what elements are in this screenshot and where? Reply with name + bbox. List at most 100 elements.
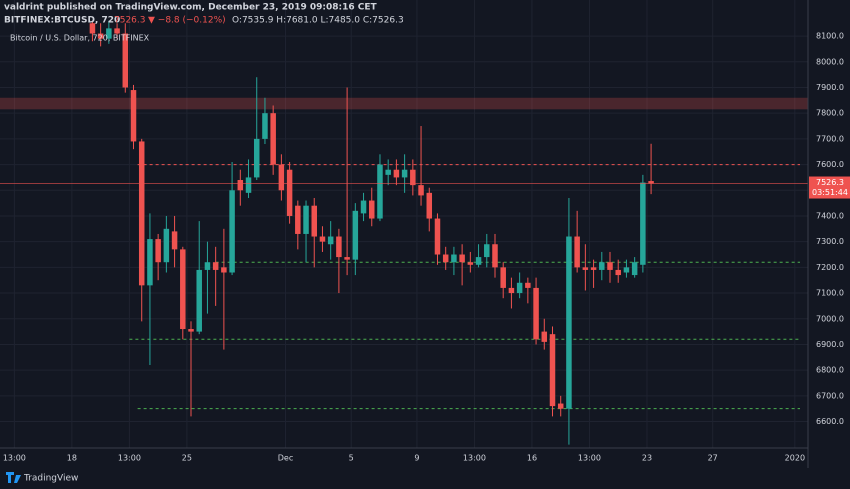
y-tick-label: 7800.0 [816, 109, 844, 118]
candle-body [262, 113, 268, 139]
y-tick-label: 6600.0 [816, 417, 844, 426]
change: ▼ −8.8 (−0.12%) [148, 16, 226, 26]
candle-body [475, 257, 482, 265]
footer [0, 468, 850, 489]
countdown: 03:51:44 [812, 188, 848, 197]
candle-body [319, 236, 326, 242]
candle-body [114, 28, 120, 34]
candle-body [180, 249, 186, 330]
x-tick-label: Dec [278, 454, 293, 463]
candle-body [582, 267, 589, 270]
candle-body [122, 33, 129, 88]
candle-body [385, 169, 391, 175]
x-tick-label: 27 [708, 454, 718, 463]
candle-body [557, 403, 564, 409]
x-tick-label: 13:00 [3, 454, 26, 463]
ohlc: O:7535.9 H:7681.0 L:7485.0 C:7526.3 [232, 16, 404, 26]
candle-body [648, 181, 654, 184]
candle-body [303, 205, 309, 234]
y-tick-label: 6700.0 [816, 391, 844, 400]
candle-body [221, 267, 227, 273]
candle-body [533, 287, 539, 340]
candle-body [237, 179, 244, 191]
y-tick-label: 7000.0 [816, 314, 844, 323]
y-tick-label: 6900.0 [816, 340, 844, 349]
y-tick-label: 7700.0 [816, 134, 844, 143]
chart-title: Bitcoin / U.S. Dollar, 720, BITFINEX [10, 34, 150, 43]
candle-body [607, 262, 613, 270]
symbol: BITFINEX:BTCUSD, 720 [4, 16, 120, 26]
candle-body [163, 228, 170, 263]
candle-body [204, 262, 211, 270]
candle-body [500, 267, 506, 288]
candle-body [549, 334, 556, 407]
candle-body [484, 244, 490, 258]
candle-body [467, 262, 474, 265]
candle-body [212, 262, 219, 270]
candle-body [410, 169, 416, 186]
candle-body [566, 236, 572, 409]
candle-body [97, 33, 104, 39]
candle-body [229, 190, 235, 273]
x-tick-label: 16 [527, 454, 537, 463]
candle-body [360, 200, 367, 214]
price-tag [809, 176, 850, 199]
y-tick-label: 7200.0 [816, 263, 844, 272]
candle-body [434, 218, 441, 255]
candle-body [89, 23, 96, 34]
candle-body [311, 205, 317, 237]
candle-body [286, 169, 293, 216]
y-tick-label: 8000.0 [816, 57, 844, 66]
candle-body [171, 231, 178, 250]
x-tick-label: 18 [67, 454, 77, 463]
x-tick-label: 23 [642, 454, 652, 463]
candle-body [525, 282, 531, 288]
candle-body [442, 254, 449, 263]
y-tick-label: 7600.0 [816, 160, 844, 169]
x-tick-label: 25 [182, 454, 192, 463]
candle-body [377, 164, 383, 219]
candle-body [574, 236, 580, 268]
candle-body [138, 141, 145, 286]
logo [6, 472, 21, 483]
zone [0, 97, 808, 110]
y-tick-label: 8100.0 [816, 32, 844, 41]
candle-body [327, 236, 334, 245]
candle-body [188, 329, 194, 332]
candle-body [401, 169, 408, 178]
candle-body [459, 254, 465, 263]
candle-body [155, 239, 161, 263]
x-tick-label: 13:00 [463, 454, 486, 463]
candle-body [492, 244, 498, 268]
candle-body [451, 254, 457, 263]
candle-body [418, 185, 424, 196]
candle-body [130, 90, 137, 142]
candle-body [369, 200, 375, 219]
candle-body [623, 267, 630, 273]
candle-body [278, 164, 285, 191]
candle-body [352, 210, 359, 260]
plot [0, 0, 808, 448]
candle-body [640, 182, 646, 265]
y-tick-label: 6800.0 [816, 366, 844, 375]
candle-body [599, 262, 605, 270]
y-tick-label: 7100.0 [816, 289, 844, 298]
candle-body [295, 205, 301, 234]
candle-body [196, 269, 202, 332]
x-tick-label: 13:00 [578, 454, 601, 463]
brand: TradingView [23, 474, 78, 484]
candle-body [147, 239, 153, 286]
candle-body [393, 169, 400, 178]
candle-body [541, 331, 548, 342]
candle-body [516, 282, 523, 294]
y-tick-label: 7900.0 [816, 83, 844, 92]
price-tag-label: 7526.3 [816, 178, 844, 187]
candle-body [253, 138, 260, 178]
candle-body [245, 177, 252, 193]
candle-body [426, 192, 433, 219]
published: valdrint published on TradingView.com, D… [4, 3, 378, 13]
candle-body [631, 262, 638, 276]
price: 7526.3 [114, 16, 146, 26]
x-tick-label: 13:00 [118, 454, 141, 463]
